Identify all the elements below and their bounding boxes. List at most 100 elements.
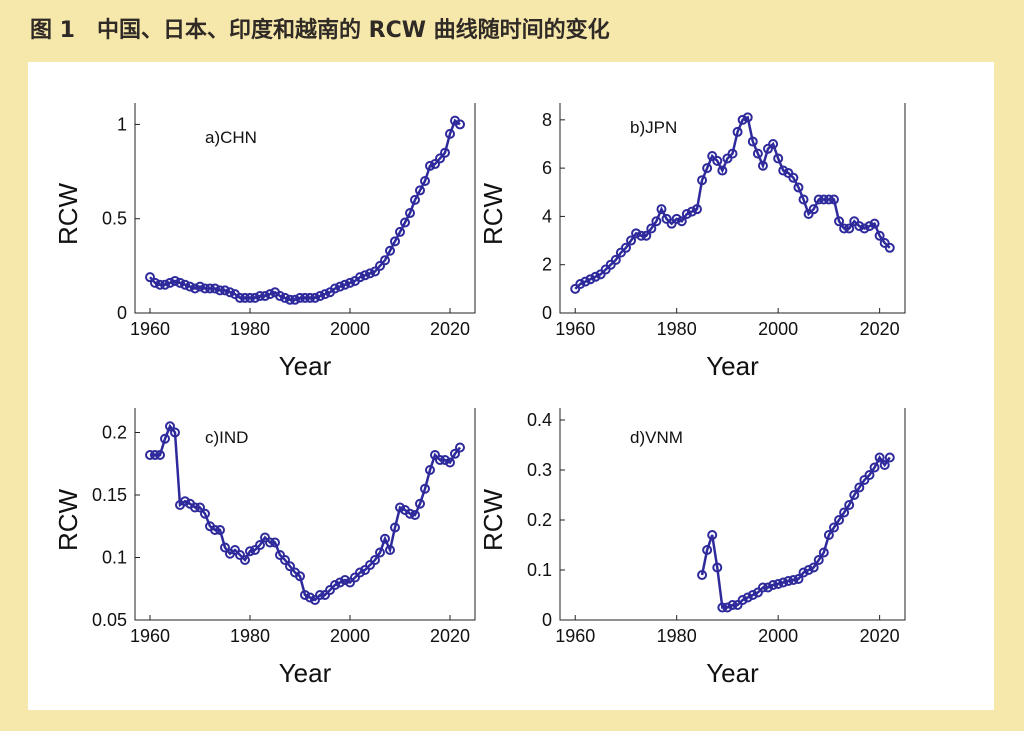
data-point bbox=[240, 292, 250, 303]
data-point bbox=[813, 555, 824, 565]
data-point bbox=[798, 567, 809, 578]
data-point bbox=[190, 502, 200, 513]
x-axis-label: Year bbox=[706, 351, 759, 381]
data-point bbox=[798, 194, 809, 205]
data-point bbox=[445, 457, 455, 468]
data-point bbox=[355, 272, 365, 283]
annotation: d)VNM bbox=[630, 428, 683, 447]
data-point bbox=[440, 455, 450, 465]
data-point bbox=[752, 148, 763, 159]
data-point bbox=[185, 281, 195, 292]
data-point bbox=[757, 582, 768, 593]
data-point bbox=[864, 470, 875, 480]
data-point bbox=[320, 289, 330, 300]
data-point bbox=[300, 590, 310, 600]
data-point bbox=[305, 292, 315, 303]
y-axis-label: RCW bbox=[478, 488, 508, 551]
data-point bbox=[230, 545, 240, 555]
data-point bbox=[155, 450, 165, 460]
data-point bbox=[380, 533, 390, 544]
data-point bbox=[737, 114, 748, 125]
data-point bbox=[225, 287, 235, 298]
data-point bbox=[210, 525, 220, 535]
data-point bbox=[834, 515, 845, 525]
data-point bbox=[270, 537, 280, 548]
data-point bbox=[315, 291, 325, 302]
data-point bbox=[340, 279, 350, 290]
subplot: 1960 1980 2000 2020 0 2 4 6 8 Year RCW b)JPN bbox=[478, 103, 906, 381]
x-tick-label: 1980 bbox=[657, 319, 697, 339]
data-point bbox=[300, 292, 310, 303]
data-point bbox=[335, 577, 345, 588]
x-axis-label: Year bbox=[279, 658, 332, 688]
data-point bbox=[590, 271, 601, 282]
x-tick-label: 2000 bbox=[330, 319, 370, 339]
data-point bbox=[854, 221, 865, 232]
subplot: 1960 1980 2000 2020 0 0.5 1 Year RCW a)CHN bbox=[53, 103, 476, 381]
data-point bbox=[200, 508, 210, 519]
data-point bbox=[165, 421, 175, 432]
data-point bbox=[450, 448, 460, 459]
data-point bbox=[385, 545, 395, 555]
y-tick-label: 0.2 bbox=[527, 510, 552, 530]
x-tick-label: 1960 bbox=[555, 626, 595, 646]
y-tick-label: 8 bbox=[542, 110, 552, 130]
data-point bbox=[778, 165, 789, 176]
data-point bbox=[717, 165, 728, 176]
x-tick-label: 2020 bbox=[430, 626, 470, 646]
data-point bbox=[245, 292, 255, 303]
data-point bbox=[365, 560, 375, 570]
data-point bbox=[620, 242, 631, 253]
data-point bbox=[315, 590, 325, 600]
data-point bbox=[395, 226, 405, 237]
data-point bbox=[170, 275, 180, 286]
data-point bbox=[844, 223, 855, 234]
data-point bbox=[757, 160, 768, 171]
data-point bbox=[195, 502, 205, 513]
data-point bbox=[160, 279, 170, 290]
data-point bbox=[215, 525, 225, 535]
y-axis-label: RCW bbox=[53, 182, 83, 245]
data-point bbox=[155, 279, 165, 290]
data-point bbox=[440, 147, 450, 158]
data-point bbox=[788, 172, 799, 183]
data-point bbox=[783, 576, 794, 586]
data-point bbox=[160, 433, 170, 444]
data-point bbox=[235, 292, 245, 303]
data-point bbox=[145, 272, 155, 283]
data-point bbox=[636, 230, 647, 241]
data-point bbox=[345, 277, 355, 288]
x-tick-label: 1960 bbox=[130, 319, 170, 339]
x-tick-label: 1980 bbox=[657, 626, 697, 646]
y-tick-label: 0.3 bbox=[527, 460, 552, 480]
data-point bbox=[420, 176, 430, 186]
data-point bbox=[405, 508, 415, 519]
y-tick-label: 2 bbox=[542, 255, 552, 275]
data-point bbox=[641, 230, 652, 241]
data-point bbox=[215, 285, 225, 296]
data-point bbox=[385, 245, 395, 256]
data-point bbox=[180, 279, 190, 290]
data-point bbox=[585, 274, 596, 285]
data-point bbox=[435, 153, 445, 164]
y-axis-label: RCW bbox=[478, 182, 508, 245]
y-tick-label: 1 bbox=[117, 114, 127, 134]
data-point bbox=[742, 112, 753, 123]
x-tick-label: 1960 bbox=[130, 626, 170, 646]
data-point bbox=[330, 283, 340, 294]
data-point bbox=[305, 592, 315, 603]
data-point bbox=[235, 550, 245, 560]
data-point bbox=[884, 452, 895, 463]
subplot: 1960 1980 2000 2020 0 0.1 0.2 0.3 0.4 Year RCW d)VN… bbox=[478, 408, 906, 688]
x-axis-label: Year bbox=[279, 351, 332, 381]
data-point bbox=[691, 204, 702, 215]
data-point bbox=[839, 223, 850, 234]
data-point bbox=[778, 577, 789, 588]
data-point bbox=[265, 537, 275, 548]
data-point bbox=[610, 254, 621, 265]
data-point bbox=[813, 194, 824, 205]
data-point bbox=[717, 602, 728, 613]
y-tick-label: 6 bbox=[542, 158, 552, 178]
data-point bbox=[869, 462, 880, 473]
y-tick-label: 0.05 bbox=[92, 610, 127, 630]
